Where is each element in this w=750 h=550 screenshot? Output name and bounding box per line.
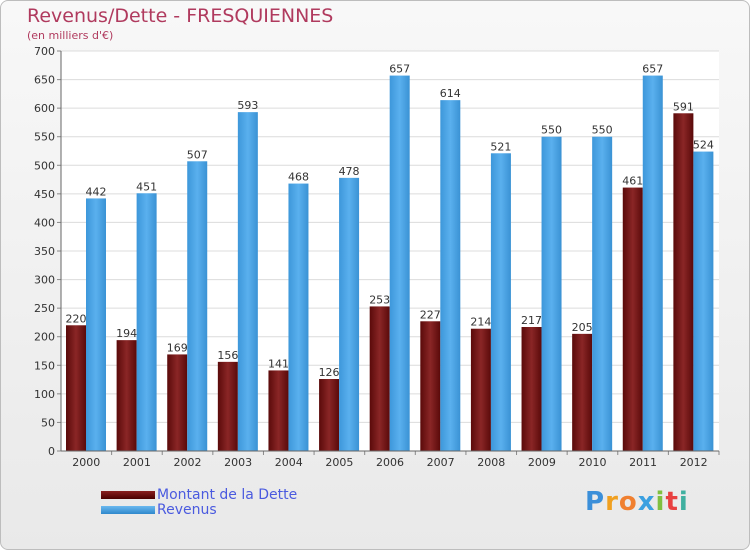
data-label-debt: 227 xyxy=(420,308,441,321)
data-label-debt: 205 xyxy=(572,321,593,334)
data-label-revenue: 478 xyxy=(339,165,360,178)
legend-item-revenue: Revenus xyxy=(101,501,297,518)
bar-debt xyxy=(470,328,491,451)
data-label-debt: 169 xyxy=(167,341,188,354)
data-label-revenue: 614 xyxy=(440,87,461,100)
data-label-debt: 214 xyxy=(470,316,491,329)
chart-legend: Montant de la Dette Revenus xyxy=(101,486,298,518)
bar-revenue xyxy=(86,198,106,451)
y-tick-label: 600 xyxy=(34,102,55,115)
legend-swatch-revenue xyxy=(101,505,155,514)
bar-debt xyxy=(622,187,643,452)
x-tick-label: 2009 xyxy=(528,456,556,469)
bar-revenue xyxy=(288,183,309,452)
legend-label-revenue: Revenus xyxy=(157,501,217,518)
legend-item-debt: Montant de la Dette xyxy=(101,486,298,503)
y-tick-label: 550 xyxy=(34,131,55,144)
bar-revenue xyxy=(136,193,157,452)
bar-revenue xyxy=(642,75,663,452)
x-tick-label: 2002 xyxy=(174,456,202,469)
y-tick-label: 650 xyxy=(34,74,55,87)
data-label-revenue: 550 xyxy=(592,124,613,137)
data-label-debt: 217 xyxy=(521,314,542,327)
data-label-debt: 253 xyxy=(369,293,390,306)
y-tick-label: 500 xyxy=(34,159,55,172)
bar-debt xyxy=(116,340,137,451)
chart-subtitle: (en milliers d'€) xyxy=(27,29,114,42)
y-tick-label: 350 xyxy=(34,245,55,258)
proxiti-logo: Proxiti xyxy=(585,487,689,517)
data-label-debt: 591 xyxy=(673,100,694,113)
data-label-revenue: 524 xyxy=(693,139,714,152)
data-label-revenue: 451 xyxy=(136,180,157,193)
y-tick-label: 50 xyxy=(41,416,55,429)
x-tick-label: 2001 xyxy=(123,456,151,469)
x-tick-label: 2008 xyxy=(477,456,505,469)
legend-swatch-debt xyxy=(101,490,155,499)
x-tick-label: 2007 xyxy=(427,456,455,469)
y-tick-label: 100 xyxy=(34,388,55,401)
bar-debt xyxy=(673,113,694,452)
data-label-debt: 220 xyxy=(66,312,87,325)
bar-debt xyxy=(521,327,542,451)
y-tick-label: 400 xyxy=(34,216,55,229)
data-label-debt: 126 xyxy=(319,366,340,379)
bar-revenue xyxy=(440,100,461,452)
data-label-debt: 194 xyxy=(116,327,137,340)
x-tick-label: 2000 xyxy=(72,456,100,469)
data-label-debt: 461 xyxy=(622,175,643,188)
x-tick-label: 2010 xyxy=(578,456,606,469)
bar-debt xyxy=(319,379,340,451)
x-tick-label: 2005 xyxy=(325,456,353,469)
y-tick-label: 300 xyxy=(34,274,55,287)
y-tick-label: 200 xyxy=(34,331,55,344)
bar-revenue xyxy=(541,136,562,451)
bar-debt xyxy=(217,361,238,451)
chart-title: Revenus/Dette - FRESQUIENNES xyxy=(27,5,334,27)
data-label-revenue: 593 xyxy=(237,99,258,112)
data-label-debt: 156 xyxy=(217,349,238,362)
data-label-revenue: 507 xyxy=(187,148,208,161)
x-tick-label: 2006 xyxy=(376,456,404,469)
data-label-debt: 141 xyxy=(268,357,289,370)
data-label-revenue: 521 xyxy=(490,140,511,153)
data-label-revenue: 657 xyxy=(642,63,663,76)
bar-revenue xyxy=(693,151,714,452)
bar-revenue xyxy=(339,177,360,451)
y-tick-label: 150 xyxy=(34,359,55,372)
bar-debt xyxy=(268,370,289,451)
y-tick-label: 450 xyxy=(34,188,55,201)
bar-debt xyxy=(420,321,441,451)
y-tick-label: 250 xyxy=(34,302,55,315)
bar-revenue xyxy=(592,136,613,451)
x-tick-label: 2012 xyxy=(680,456,708,469)
bar-debt xyxy=(66,325,86,451)
x-tick-label: 2003 xyxy=(224,456,252,469)
data-label-revenue: 657 xyxy=(389,63,410,76)
bar-debt xyxy=(369,306,390,451)
data-label-revenue: 468 xyxy=(288,171,309,184)
y-tick-label: 700 xyxy=(34,45,55,58)
bar-debt xyxy=(167,354,188,451)
bar-debt xyxy=(572,333,593,451)
x-tick-label: 2004 xyxy=(275,456,303,469)
bar-revenue xyxy=(237,112,258,452)
data-label-revenue: 442 xyxy=(86,185,107,198)
bar-revenue xyxy=(490,153,511,452)
y-tick-label: 0 xyxy=(48,445,55,458)
data-label-revenue: 550 xyxy=(541,124,562,137)
legend-label-debt: Montant de la Dette xyxy=(157,486,298,503)
bar-revenue xyxy=(389,75,410,452)
x-tick-label: 2011 xyxy=(629,456,657,469)
bar-revenue xyxy=(187,161,208,452)
